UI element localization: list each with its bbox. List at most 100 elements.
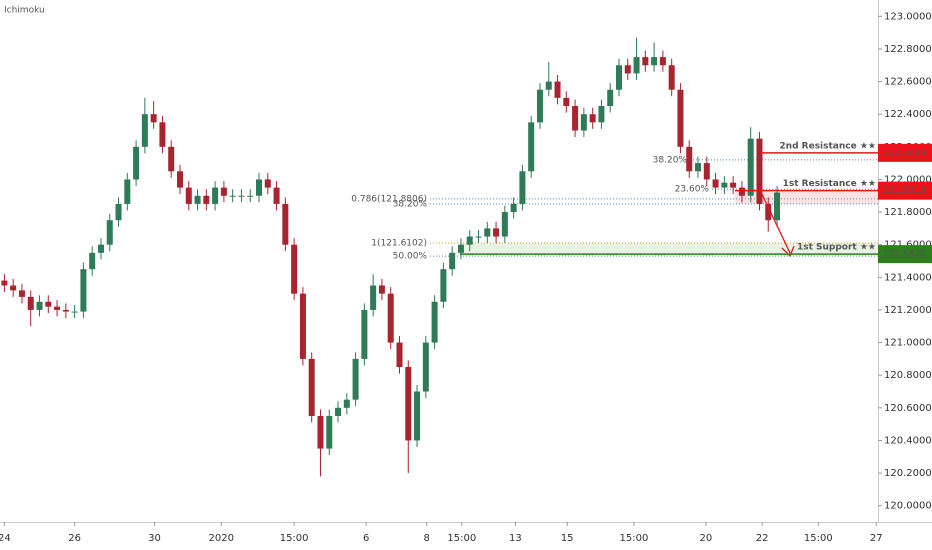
price-tag-label: 121.9313 — [883, 186, 926, 196]
candle-body — [528, 122, 535, 172]
candle-body — [80, 269, 87, 312]
x-tick-label: 15:00 — [804, 533, 833, 544]
fib-label: 38.20% — [653, 155, 688, 165]
price-tag-label: 121.5422 — [883, 250, 926, 260]
candle-body — [774, 192, 781, 221]
candle-body — [150, 114, 157, 123]
candle-body — [738, 187, 745, 196]
price-tag — [878, 245, 932, 264]
level-label: 1st Support ★★ — [797, 243, 876, 253]
candle-body — [89, 252, 96, 270]
y-tick-label: 122.8000 — [884, 44, 932, 55]
x-tick-label: 22 — [756, 533, 769, 544]
x-tick-label: 24 — [0, 533, 11, 544]
candle-body — [440, 269, 447, 302]
candle-body — [747, 138, 754, 196]
candle-body — [651, 57, 658, 66]
price-tag-label: 122.1629 — [883, 148, 926, 158]
candle-body — [97, 244, 104, 253]
candle-body — [212, 187, 219, 204]
candle-body — [370, 285, 377, 310]
y-tick-label: 121.0000 — [884, 338, 932, 349]
y-tick-label: 120.4000 — [884, 435, 932, 446]
candle-body — [326, 415, 333, 449]
candle-body — [18, 290, 25, 297]
candle-body — [343, 399, 350, 408]
y-tick-label: 121.4000 — [884, 272, 932, 283]
candle-body — [273, 187, 280, 204]
candle-body — [282, 203, 289, 245]
candle-body — [62, 309, 69, 312]
y-tick-label: 120.8000 — [884, 370, 932, 381]
candle-body — [457, 244, 464, 253]
candle-body — [71, 311, 78, 313]
resistance-zone — [735, 190, 878, 204]
candle-body — [422, 342, 429, 392]
candle-body — [449, 252, 456, 270]
candle-body — [141, 114, 148, 147]
plot: 38.20%23.60%0.786(121.8806)38.20%1(121.6… — [1, 37, 878, 477]
fib-label: 1(121.6102) — [371, 239, 427, 249]
y-tick-label: 120.0000 — [884, 501, 932, 512]
candle-body — [414, 391, 421, 441]
candle-body — [229, 195, 236, 197]
candle-body — [624, 65, 631, 74]
indicator-label: Ichimoku — [4, 6, 45, 16]
x-tick-label: 6 — [363, 533, 369, 544]
candle-body — [115, 203, 122, 221]
candle-body — [519, 171, 526, 204]
candle-body — [168, 146, 175, 172]
fib-label: 0.786(121.8806) — [351, 194, 427, 204]
candle-body — [220, 187, 227, 196]
y-tick-label: 121.2000 — [884, 305, 932, 316]
candle-body — [45, 301, 52, 307]
candle-body — [396, 342, 403, 368]
candle-body — [642, 57, 649, 66]
y-tick-label: 122.4000 — [884, 109, 932, 120]
price-tag — [878, 181, 932, 200]
candle-body — [580, 114, 587, 131]
candle-body — [554, 81, 561, 98]
candle-body — [247, 195, 254, 197]
candle-body — [27, 296, 34, 310]
candle-body — [677, 89, 684, 147]
candle-body — [194, 195, 201, 204]
candle-body — [378, 285, 385, 294]
x-tick-label: 20 — [700, 533, 713, 544]
y-tick-label: 121.8000 — [884, 207, 932, 218]
candle-body — [317, 415, 324, 449]
candle-body — [308, 358, 315, 416]
candle-body — [484, 228, 491, 237]
candle-body — [466, 236, 473, 245]
y-tick-label: 123.0000 — [884, 11, 932, 22]
candle-body — [352, 358, 359, 400]
y-tick-label: 120.2000 — [884, 468, 932, 479]
x-tick-label: 30 — [148, 533, 161, 544]
candle-body — [133, 146, 140, 180]
candle-body — [291, 244, 298, 294]
candle-body — [659, 57, 666, 66]
candle-body — [1, 280, 8, 286]
candle-body — [106, 220, 113, 245]
candle-body — [536, 89, 543, 123]
candle-body — [703, 163, 710, 180]
candle-body — [572, 106, 579, 131]
candle-body — [264, 179, 271, 188]
candle-body — [475, 236, 482, 238]
x-tick-label: 13 — [509, 533, 522, 544]
candle-body — [607, 89, 614, 107]
candle-body — [721, 182, 728, 188]
candle-body — [765, 203, 772, 221]
candle-body — [695, 163, 702, 172]
y-tick-label: 122.6000 — [884, 77, 932, 88]
candle-body — [159, 122, 166, 147]
candle-body — [510, 203, 517, 213]
price-tag — [878, 143, 932, 162]
candle-body — [335, 407, 342, 416]
fib-label: 38.20% — [393, 199, 428, 209]
support-zone — [460, 243, 878, 255]
candle-body — [756, 138, 763, 204]
candle-body — [185, 187, 192, 204]
